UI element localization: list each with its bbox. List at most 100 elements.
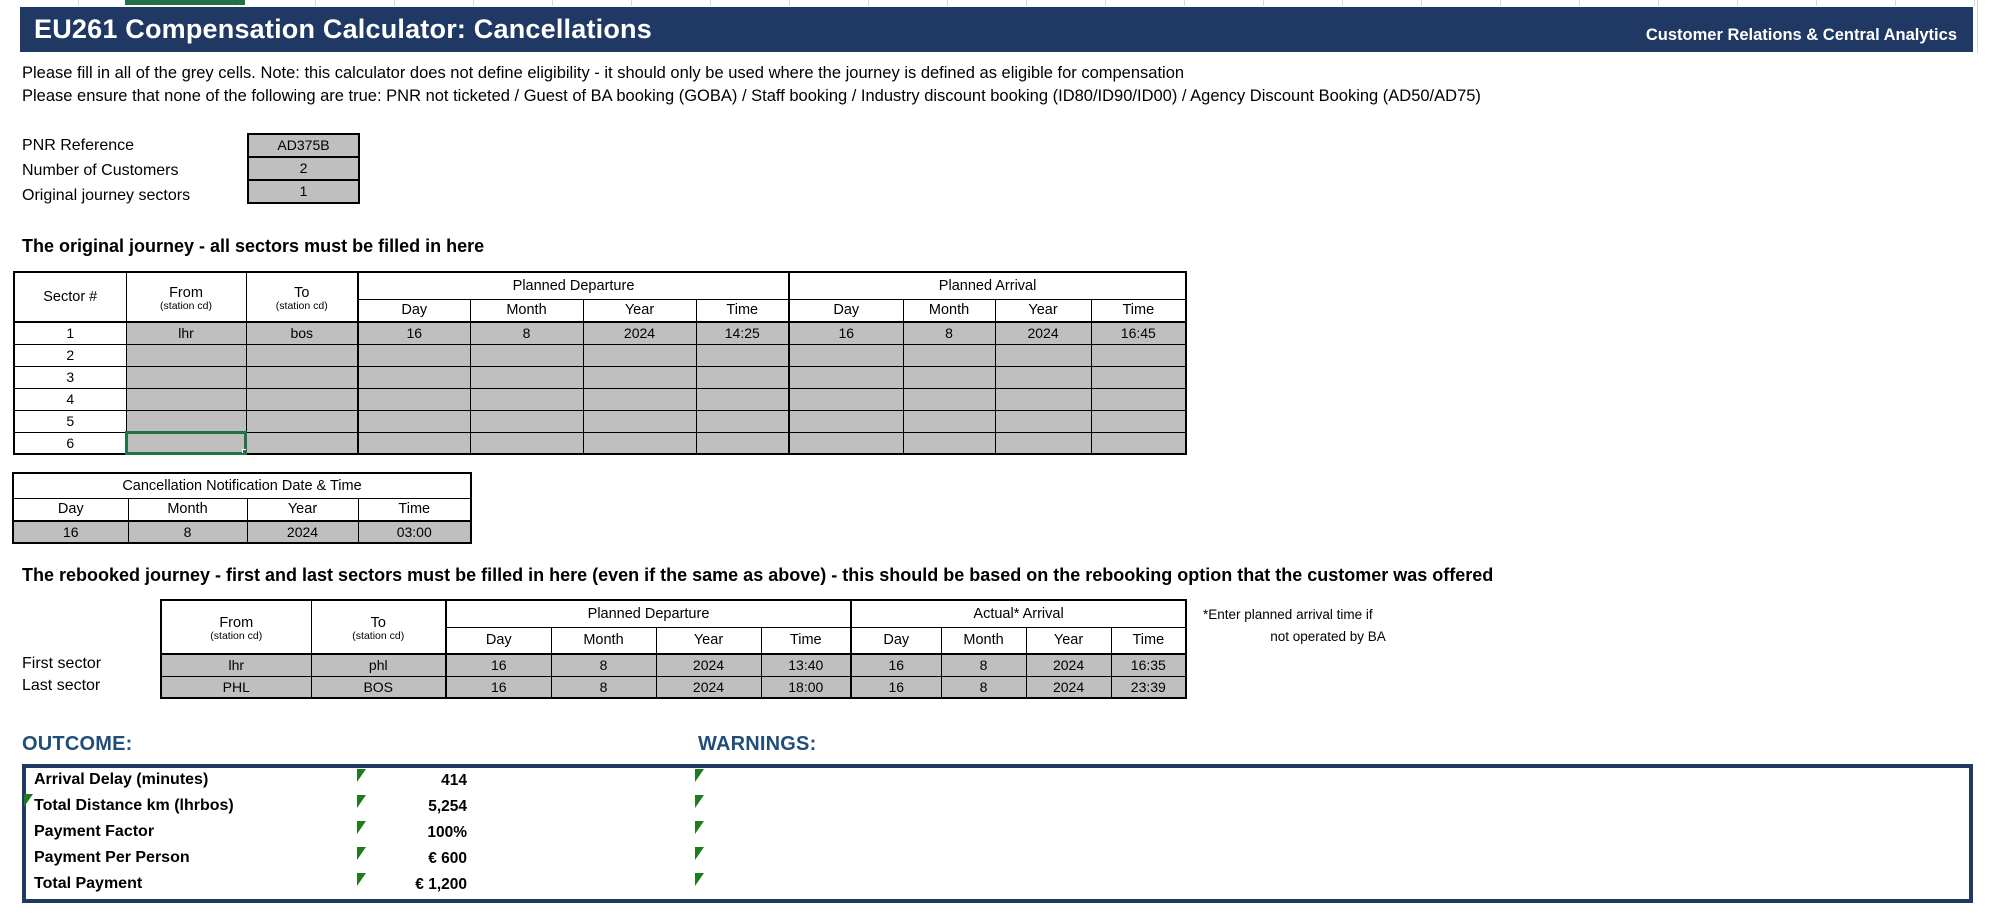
dep-year-cell[interactable] (582, 365, 697, 389)
dep-day-cell[interactable] (357, 343, 471, 367)
dep-month-cell[interactable] (469, 409, 584, 433)
dep-day-cell[interactable] (357, 387, 471, 411)
dep-day-cell[interactable] (357, 409, 471, 433)
cancellation-table: Cancellation Notification Date & Time Da… (12, 472, 472, 544)
dep-month-cell[interactable]: 8 (469, 321, 584, 345)
arr-day-cell[interactable] (788, 431, 904, 455)
arr-year-cell[interactable]: 2024 (1025, 675, 1112, 699)
dep-month-cell[interactable] (469, 343, 584, 367)
dep-month-cell[interactable] (469, 387, 584, 411)
arr-month-cell[interactable]: 8 (940, 675, 1027, 699)
arr-year-cell[interactable] (994, 387, 1092, 411)
spreadsheet-top-gridline-strip (0, 0, 1999, 6)
arr-time-cell[interactable] (1090, 431, 1187, 455)
dep-year-cell[interactable] (582, 343, 697, 367)
cancel-month-cell[interactable]: 8 (127, 520, 248, 544)
arr-month-cell[interactable] (902, 343, 996, 367)
actual-arrival-group-header: Actual* Arrival (850, 599, 1187, 628)
arr-year-cell[interactable] (994, 431, 1092, 455)
arr-time-cell[interactable]: 23:39 (1110, 675, 1187, 699)
from-cell[interactable] (125, 387, 247, 411)
arr-month-cell[interactable] (902, 431, 996, 455)
arr-time-cell[interactable]: 16:45 (1090, 321, 1187, 345)
dep-day-cell[interactable]: 16 (445, 675, 552, 699)
to-cell[interactable] (245, 387, 359, 411)
arr-day-cell[interactable] (788, 409, 904, 433)
arr-time-cell[interactable] (1090, 409, 1187, 433)
dep-year-cell[interactable]: 2024 (582, 321, 697, 345)
arr-year-cell[interactable] (994, 365, 1092, 389)
arr-day-cell[interactable]: 16 (850, 675, 942, 699)
arr-time-cell[interactable]: 16:35 (1110, 653, 1187, 677)
arr-month-cell[interactable] (902, 365, 996, 389)
cancel-time-cell[interactable]: 03:00 (357, 520, 472, 544)
dep-month-cell[interactable] (469, 365, 584, 389)
arr-day-cell[interactable]: 16 (850, 653, 942, 677)
dep-time-header: Time (695, 298, 790, 323)
dep-day-cell[interactable] (357, 365, 471, 389)
arr-day-cell[interactable]: 16 (788, 321, 904, 345)
fill-handle[interactable] (241, 449, 245, 453)
dep-day-cell[interactable]: 16 (357, 321, 471, 345)
from-cell[interactable] (125, 343, 247, 367)
dep-time-cell[interactable] (695, 365, 790, 389)
cancel-day-cell[interactable]: 16 (12, 520, 129, 544)
dep-month-cell[interactable] (469, 431, 584, 455)
dep-time-cell[interactable]: 14:25 (695, 321, 790, 345)
dep-month-cell[interactable]: 8 (550, 675, 657, 699)
arr-day-cell[interactable] (788, 387, 904, 411)
from-cell-selected[interactable] (125, 431, 247, 455)
dep-time-cell[interactable]: 18:00 (760, 675, 852, 699)
from-cell[interactable]: lhr (160, 653, 312, 677)
comment-indicator-icon (695, 847, 704, 860)
to-cell[interactable]: BOS (310, 675, 447, 699)
arr-time-cell[interactable] (1090, 387, 1187, 411)
cancel-year-header: Year (246, 497, 359, 522)
comment-indicator-icon (357, 769, 366, 782)
comment-indicator-icon (695, 795, 704, 808)
to-cell[interactable] (245, 365, 359, 389)
from-cell[interactable]: PHL (160, 675, 312, 699)
arr-month-cell[interactable]: 8 (902, 321, 996, 345)
arr-year-cell[interactable] (994, 409, 1092, 433)
dep-time-cell[interactable] (695, 387, 790, 411)
arr-month-cell[interactable]: 8 (940, 653, 1027, 677)
arr-year-cell[interactable] (994, 343, 1092, 367)
arr-month-cell[interactable] (902, 387, 996, 411)
dep-year-cell[interactable] (582, 387, 697, 411)
to-label: To (294, 284, 310, 301)
arr-day-cell[interactable] (788, 365, 904, 389)
dep-year-cell[interactable]: 2024 (655, 653, 762, 677)
to-cell[interactable] (245, 343, 359, 367)
original-journey-sectors-input[interactable]: 1 (247, 179, 360, 204)
dep-year-cell[interactable] (582, 409, 697, 433)
arr-time-cell[interactable] (1090, 343, 1187, 367)
from-cell[interactable] (125, 365, 247, 389)
arr-day-cell[interactable] (788, 343, 904, 367)
pnr-reference-input[interactable]: AD375B (247, 133, 360, 158)
dep-year-cell[interactable] (582, 431, 697, 455)
dep-day-cell[interactable] (357, 431, 471, 455)
arr-year-cell[interactable]: 2024 (994, 321, 1092, 345)
arr-year-cell[interactable]: 2024 (1025, 653, 1112, 677)
to-cell[interactable] (245, 431, 359, 455)
planned-arrival-group-header: Planned Arrival (788, 271, 1187, 300)
cancel-year-cell[interactable]: 2024 (246, 520, 359, 544)
arr-month-cell[interactable] (902, 409, 996, 433)
from-cell[interactable]: lhr (125, 321, 247, 345)
to-cell[interactable]: phl (310, 653, 447, 677)
dep-time-cell[interactable] (695, 343, 790, 367)
dep-time-cell[interactable] (695, 431, 790, 455)
dep-time-cell[interactable] (695, 409, 790, 433)
to-cell[interactable]: bos (245, 321, 359, 345)
dep-month-cell[interactable]: 8 (550, 653, 657, 677)
dep-day-cell[interactable]: 16 (445, 653, 552, 677)
number-of-customers-input[interactable]: 2 (247, 156, 360, 181)
comment-indicator-icon (357, 795, 366, 808)
dep-year-header: Year (582, 298, 697, 323)
dep-time-cell[interactable]: 13:40 (760, 653, 852, 677)
to-cell[interactable] (245, 409, 359, 433)
from-cell[interactable] (125, 409, 247, 433)
dep-year-cell[interactable]: 2024 (655, 675, 762, 699)
arr-time-cell[interactable] (1090, 365, 1187, 389)
